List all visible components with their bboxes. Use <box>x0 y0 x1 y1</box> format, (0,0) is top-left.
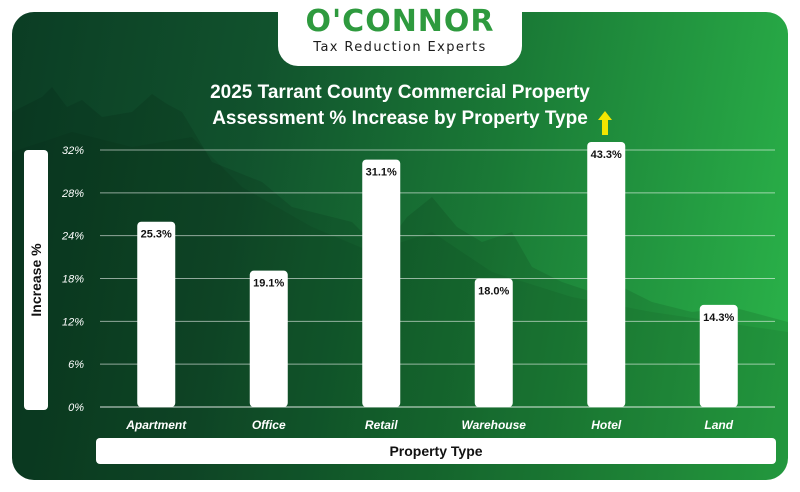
y-tick-label: 28% <box>61 188 84 200</box>
chart-title-line1: 2025 Tarrant County Commercial Property <box>210 82 590 103</box>
bar-land <box>699 304 738 407</box>
x-tick-label: Retail <box>365 418 398 432</box>
logo-wordmark: O'CONNOR <box>305 4 495 39</box>
labels: 0% 6% 12% 18% 24% 28% 32% 25.3% Apartment 19.1% Of… <box>61 145 735 432</box>
logo-tagline: Tax Reduction Experts <box>313 40 487 55</box>
y-tick-label: 32% <box>62 145 84 157</box>
bar-value-label: 18.0% <box>478 286 509 298</box>
y-axis-label-box: Increase % <box>24 150 48 410</box>
x-tick-label: Office <box>252 418 286 432</box>
up-arrow-icon <box>598 111 612 135</box>
gridlines <box>100 149 775 408</box>
y-tick-label: 18% <box>62 274 84 286</box>
x-tick-label: Hotel <box>591 418 622 432</box>
bar-value-label: 14.3% <box>703 312 734 324</box>
bar-apartment <box>137 221 176 407</box>
bar-value-label: 19.1% <box>253 278 284 290</box>
bar-value-label: 31.1% <box>366 167 397 179</box>
bar-retail <box>362 159 401 407</box>
y-tick-label: 6% <box>68 359 84 371</box>
y-tick-label: 0% <box>68 402 84 414</box>
x-tick-label: Land <box>704 418 733 432</box>
brand-logo: O'CONNOR Tax Reduction Experts <box>278 0 522 66</box>
bars <box>137 142 738 407</box>
bar-office <box>249 270 288 407</box>
bar-warehouse <box>474 278 513 407</box>
bar-hotel <box>587 142 626 407</box>
bar-value-label: 25.3% <box>141 229 172 241</box>
y-tick-label: 24% <box>61 231 84 243</box>
x-tick-label: Warehouse <box>462 418 527 432</box>
y-axis-label: Increase % <box>28 243 44 317</box>
chart-title-line2: Assessment % Increase by Property Type <box>212 108 588 129</box>
x-tick-label: Apartment <box>125 418 187 432</box>
x-axis-label: Property Type <box>96 438 776 464</box>
bar-value-label: 43.3% <box>591 149 622 161</box>
y-tick-label: 12% <box>62 316 84 328</box>
